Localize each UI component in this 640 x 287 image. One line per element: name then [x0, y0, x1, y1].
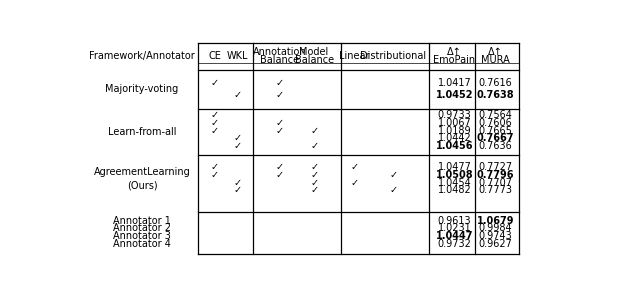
- Text: 0.7564: 0.7564: [479, 110, 513, 120]
- Text: Distributional: Distributional: [360, 51, 426, 61]
- Text: 1.0482: 1.0482: [438, 185, 471, 195]
- Text: ✓: ✓: [275, 126, 284, 135]
- Text: Annotator 1: Annotator 1: [113, 216, 171, 226]
- Text: 0.7638: 0.7638: [477, 90, 515, 100]
- Text: ✓: ✓: [275, 77, 284, 88]
- Text: 0.7773: 0.7773: [479, 185, 513, 195]
- Text: ✓: ✓: [389, 170, 397, 180]
- Text: EmoPain: EmoPain: [433, 55, 476, 65]
- Text: ✓: ✓: [310, 177, 318, 187]
- Text: ✓: ✓: [211, 170, 219, 180]
- Text: Linear: Linear: [339, 51, 369, 61]
- Text: ✓: ✓: [211, 110, 219, 120]
- Text: Δ↑: Δ↑: [447, 47, 462, 57]
- Text: Framework/Annotator: Framework/Annotator: [89, 51, 195, 61]
- Text: Annotator 4: Annotator 4: [113, 239, 171, 249]
- Text: ✓: ✓: [211, 126, 219, 135]
- Text: ✓: ✓: [389, 185, 397, 195]
- Text: ✓: ✓: [310, 126, 318, 135]
- Text: ✓: ✓: [211, 162, 219, 172]
- Text: ✓: ✓: [310, 141, 318, 151]
- Text: 0.7616: 0.7616: [479, 77, 513, 88]
- Text: Δ↑: Δ↑: [488, 47, 503, 57]
- Text: ✓: ✓: [350, 177, 358, 187]
- Text: Balance: Balance: [260, 55, 299, 65]
- Text: 1.0452: 1.0452: [436, 90, 473, 100]
- Text: ✓: ✓: [275, 118, 284, 128]
- Text: CE: CE: [209, 51, 221, 61]
- Text: 1.0454: 1.0454: [438, 177, 471, 187]
- Text: Majority-voting: Majority-voting: [106, 84, 179, 94]
- Text: Annotator 2: Annotator 2: [113, 224, 171, 233]
- Text: 1.0456: 1.0456: [436, 141, 473, 151]
- Text: 0.9743: 0.9743: [479, 231, 513, 241]
- Text: 1.0067: 1.0067: [438, 118, 471, 128]
- Text: AgreementLearning
(Ours): AgreementLearning (Ours): [93, 167, 190, 190]
- Text: 0.9613: 0.9613: [438, 216, 471, 226]
- Text: Balance: Balance: [294, 55, 333, 65]
- Text: 1.0417: 1.0417: [438, 77, 471, 88]
- Text: 1.0189: 1.0189: [438, 126, 471, 135]
- Text: 0.7665: 0.7665: [479, 126, 513, 135]
- Text: 0.7727: 0.7727: [479, 162, 513, 172]
- Text: Annotation: Annotation: [253, 47, 306, 57]
- Text: 0.7606: 0.7606: [479, 118, 513, 128]
- Text: ✓: ✓: [310, 162, 318, 172]
- Text: WKL: WKL: [227, 51, 248, 61]
- Text: 0.9984: 0.9984: [479, 224, 513, 233]
- Text: 0.9732: 0.9732: [438, 239, 472, 249]
- Text: ✓: ✓: [211, 77, 219, 88]
- Text: 1.0508: 1.0508: [436, 170, 474, 180]
- Text: 1.0447: 1.0447: [436, 231, 473, 241]
- Text: ✓: ✓: [211, 118, 219, 128]
- Text: 0.9627: 0.9627: [479, 239, 513, 249]
- Text: ✓: ✓: [275, 90, 284, 100]
- Text: 0.7707: 0.7707: [479, 177, 513, 187]
- Text: ✓: ✓: [275, 170, 284, 180]
- Text: MURA: MURA: [481, 55, 510, 65]
- Text: Annotator 3: Annotator 3: [113, 231, 171, 241]
- Text: 1.0477: 1.0477: [438, 162, 472, 172]
- Text: ✓: ✓: [275, 162, 284, 172]
- Text: 0.9733: 0.9733: [438, 110, 471, 120]
- Text: Model: Model: [300, 47, 329, 57]
- Text: ✓: ✓: [233, 177, 241, 187]
- Text: ✓: ✓: [310, 185, 318, 195]
- Text: 1.0679: 1.0679: [477, 216, 515, 226]
- Text: 0.7636: 0.7636: [479, 141, 513, 151]
- Text: 1.0442: 1.0442: [438, 133, 471, 143]
- Text: Learn-from-all: Learn-from-all: [108, 127, 176, 137]
- Text: ✓: ✓: [233, 133, 241, 143]
- Text: 1.0231: 1.0231: [438, 224, 471, 233]
- Text: ✓: ✓: [233, 90, 241, 100]
- Text: ✓: ✓: [233, 185, 241, 195]
- Text: ✓: ✓: [350, 162, 358, 172]
- Text: ✓: ✓: [233, 141, 241, 151]
- Text: ✓: ✓: [310, 170, 318, 180]
- Text: 0.7667: 0.7667: [477, 133, 515, 143]
- Text: 0.7796: 0.7796: [477, 170, 515, 180]
